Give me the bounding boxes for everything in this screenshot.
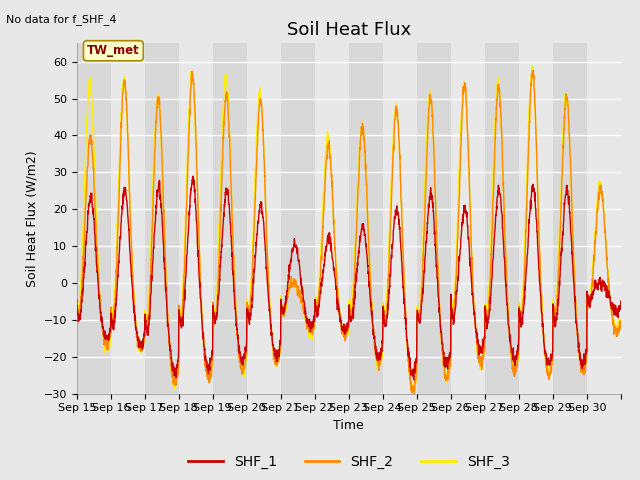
Bar bbox=[179, 43, 212, 394]
SHF_1 bbox=[610, 306, 618, 312]
Bar bbox=[383, 43, 417, 394]
Bar bbox=[519, 43, 553, 394]
SHF_3 bbox=[529, 63, 536, 69]
X-axis label: Time: Time bbox=[333, 419, 364, 432]
Bar bbox=[587, 43, 621, 394]
Line: SHF_2: SHF_2 bbox=[77, 71, 621, 394]
Text: TW_met: TW_met bbox=[87, 44, 140, 57]
Text: No data for f_SHF_4: No data for f_SHF_4 bbox=[6, 14, 117, 25]
Y-axis label: Soil Heat Flux (W/m2): Soil Heat Flux (W/m2) bbox=[25, 150, 38, 287]
Bar bbox=[145, 43, 179, 394]
SHF_3 bbox=[244, 308, 252, 314]
SHF_1 bbox=[544, 359, 552, 365]
SHF_2 bbox=[513, 365, 520, 371]
Bar bbox=[485, 43, 519, 394]
SHF_3 bbox=[381, 311, 389, 317]
Bar bbox=[553, 43, 587, 394]
SHF_3 bbox=[73, 301, 81, 307]
SHF_2 bbox=[410, 391, 418, 396]
Bar bbox=[451, 43, 485, 394]
SHF_2 bbox=[73, 304, 81, 310]
Title: Soil Heat Flux: Soil Heat Flux bbox=[287, 21, 411, 39]
Line: SHF_1: SHF_1 bbox=[77, 176, 621, 380]
SHF_2 bbox=[127, 237, 135, 243]
SHF_3 bbox=[513, 361, 520, 367]
SHF_1 bbox=[127, 269, 135, 275]
SHF_3 bbox=[410, 393, 418, 398]
Bar bbox=[315, 43, 349, 394]
SHF_1 bbox=[617, 298, 625, 304]
SHF_1 bbox=[189, 173, 197, 179]
SHF_3 bbox=[127, 236, 135, 242]
SHF_2 bbox=[617, 318, 625, 324]
Line: SHF_3: SHF_3 bbox=[77, 66, 621, 396]
SHF_2 bbox=[544, 366, 552, 372]
SHF_3 bbox=[544, 367, 552, 373]
SHF_1 bbox=[245, 315, 253, 321]
Bar bbox=[417, 43, 451, 394]
Legend: SHF_1, SHF_2, SHF_3: SHF_1, SHF_2, SHF_3 bbox=[182, 449, 515, 474]
SHF_2 bbox=[381, 321, 389, 326]
SHF_1 bbox=[513, 350, 521, 356]
SHF_3 bbox=[610, 321, 618, 326]
SHF_1 bbox=[73, 297, 81, 303]
Bar bbox=[111, 43, 145, 394]
SHF_2 bbox=[529, 68, 537, 73]
SHF_1 bbox=[410, 377, 417, 383]
Bar bbox=[247, 43, 281, 394]
Bar bbox=[212, 43, 247, 394]
SHF_2 bbox=[610, 320, 618, 326]
SHF_3 bbox=[617, 317, 625, 323]
Bar bbox=[349, 43, 383, 394]
SHF_2 bbox=[244, 312, 252, 318]
Bar bbox=[77, 43, 111, 394]
SHF_1 bbox=[381, 323, 389, 328]
Bar bbox=[281, 43, 315, 394]
